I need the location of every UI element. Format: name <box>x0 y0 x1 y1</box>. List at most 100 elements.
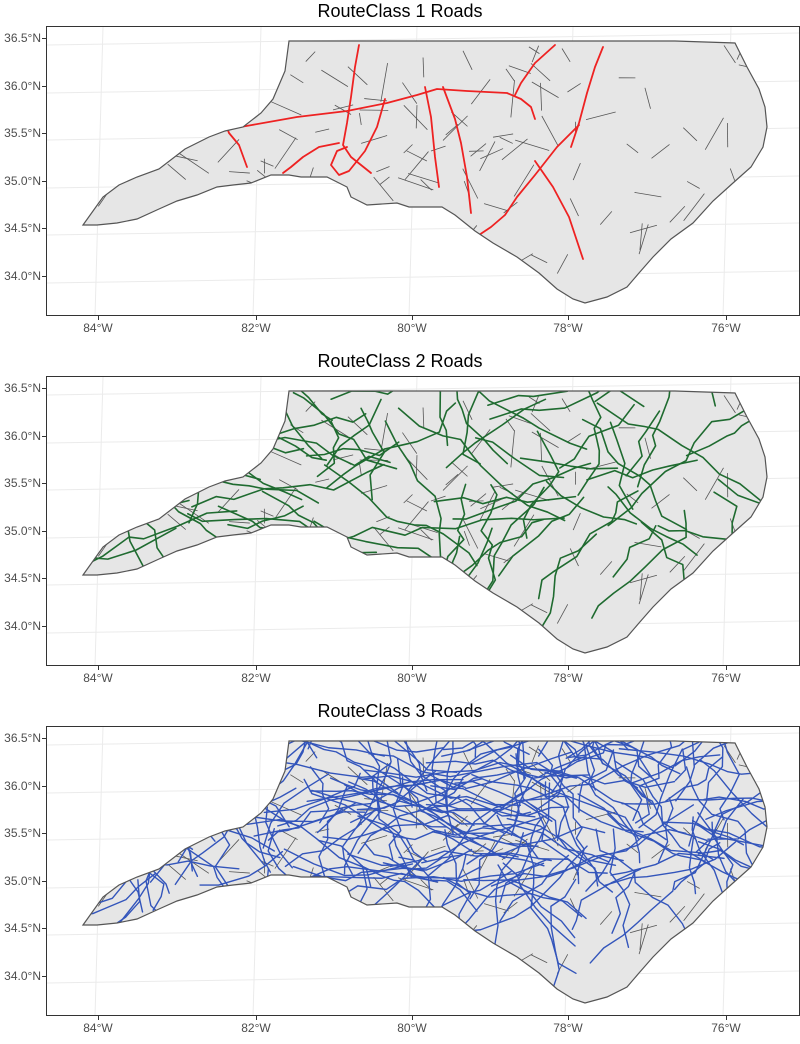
road-line <box>169 758 215 841</box>
x-tick-mark <box>256 1016 257 1020</box>
y-tick-mark <box>42 436 46 437</box>
y-tick-label: 35.5°N <box>0 826 41 840</box>
road-line <box>47 757 196 771</box>
y-tick-mark <box>42 578 46 579</box>
x-tick-mark <box>256 666 257 670</box>
map-area <box>46 26 800 316</box>
panel-title: RouteClass 2 Roads <box>0 350 800 374</box>
x-tick-mark <box>98 1016 99 1020</box>
road-line <box>131 377 218 415</box>
y-tick-label: 35.0°N <box>0 524 41 538</box>
map-area <box>46 726 800 1016</box>
x-tick-label: 80°W <box>382 671 442 685</box>
y-tick-label: 36.5°N <box>0 381 41 395</box>
x-tick-label: 76°W <box>696 321 756 335</box>
panel-title: RouteClass 1 Roads <box>0 0 800 24</box>
x-tick-label: 82°W <box>226 1021 286 1035</box>
x-tick-mark <box>568 666 569 670</box>
x-tick-mark <box>726 666 727 670</box>
road-line <box>179 775 191 832</box>
x-tick-mark <box>568 316 569 320</box>
y-tick-label: 34.0°N <box>0 969 41 983</box>
road-line <box>47 769 144 800</box>
road-line <box>119 439 261 479</box>
x-tick-label: 78°W <box>538 671 598 685</box>
x-tick-label: 76°W <box>696 671 756 685</box>
x-tick-mark <box>98 316 99 320</box>
x-tick-label: 80°W <box>382 1021 442 1035</box>
road-line <box>116 770 135 857</box>
x-tick-mark <box>412 1016 413 1020</box>
y-tick-mark <box>42 626 46 627</box>
y-tick-label: 35.0°N <box>0 174 41 188</box>
road-line <box>127 727 145 804</box>
x-tick-label: 78°W <box>538 1021 598 1035</box>
nc-map-svg <box>47 727 800 1016</box>
road-line <box>210 378 288 411</box>
road-line <box>147 421 176 512</box>
x-tick-mark <box>98 666 99 670</box>
y-tick-label: 36.0°N <box>0 79 41 93</box>
x-tick-label: 76°W <box>696 1021 756 1035</box>
y-tick-label: 34.5°N <box>0 921 41 935</box>
x-tick-label: 84°W <box>68 1021 128 1035</box>
x-tick-mark <box>256 316 257 320</box>
road-line <box>47 784 129 824</box>
x-tick-label: 82°W <box>226 671 286 685</box>
road-line <box>47 823 147 867</box>
y-tick-label: 35.5°N <box>0 126 41 140</box>
road-line <box>47 727 109 784</box>
road-line <box>47 441 163 471</box>
map-panel-routeclass-3: RouteClass 3 Roads 36.5°N 36.0°N 35.5°N 35.… <box>0 700 800 1044</box>
x-tick-label: 80°W <box>382 321 442 335</box>
x-tick-label: 84°W <box>68 671 128 685</box>
x-tick-mark <box>726 1016 727 1020</box>
road-line <box>167 402 227 455</box>
y-tick-mark <box>42 276 46 277</box>
y-tick-label: 35.5°N <box>0 476 41 490</box>
nc-map-svg <box>47 377 800 666</box>
road-line <box>175 394 186 454</box>
y-tick-label: 36.5°N <box>0 31 41 45</box>
x-tick-mark <box>726 316 727 320</box>
x-tick-mark <box>412 666 413 670</box>
y-tick-label: 34.5°N <box>0 221 41 235</box>
x-tick-label: 82°W <box>226 321 286 335</box>
panel-title: RouteClass 3 Roads <box>0 700 800 724</box>
road-line <box>47 488 165 506</box>
y-tick-mark <box>42 388 46 389</box>
road-line <box>150 780 262 799</box>
road-line <box>114 733 246 781</box>
y-tick-label: 34.0°N <box>0 269 41 283</box>
road-line <box>47 424 165 441</box>
y-tick-mark <box>42 86 46 87</box>
road-line <box>47 417 149 479</box>
x-tick-mark <box>568 1016 569 1020</box>
y-tick-label: 36.5°N <box>0 731 41 745</box>
y-tick-mark <box>42 738 46 739</box>
y-tick-mark <box>42 181 46 182</box>
y-tick-mark <box>42 786 46 787</box>
y-tick-label: 36.0°N <box>0 779 41 793</box>
y-tick-label: 34.5°N <box>0 571 41 585</box>
y-tick-mark <box>42 228 46 229</box>
x-tick-mark <box>412 316 413 320</box>
road-line <box>145 737 225 809</box>
road-line <box>99 771 240 825</box>
road-line <box>131 377 175 478</box>
y-tick-mark <box>42 881 46 882</box>
road-line <box>74 727 216 751</box>
y-tick-label: 35.0°N <box>0 874 41 888</box>
road-line <box>56 727 139 768</box>
y-tick-mark <box>42 976 46 977</box>
x-tick-label: 78°W <box>538 321 598 335</box>
y-tick-mark <box>42 133 46 134</box>
road-line <box>166 404 253 463</box>
road-line <box>47 843 127 859</box>
nc-map-svg <box>47 27 800 316</box>
road-line <box>127 400 197 468</box>
y-tick-mark <box>42 38 46 39</box>
y-tick-mark <box>42 833 46 834</box>
y-tick-label: 34.0°N <box>0 619 41 633</box>
